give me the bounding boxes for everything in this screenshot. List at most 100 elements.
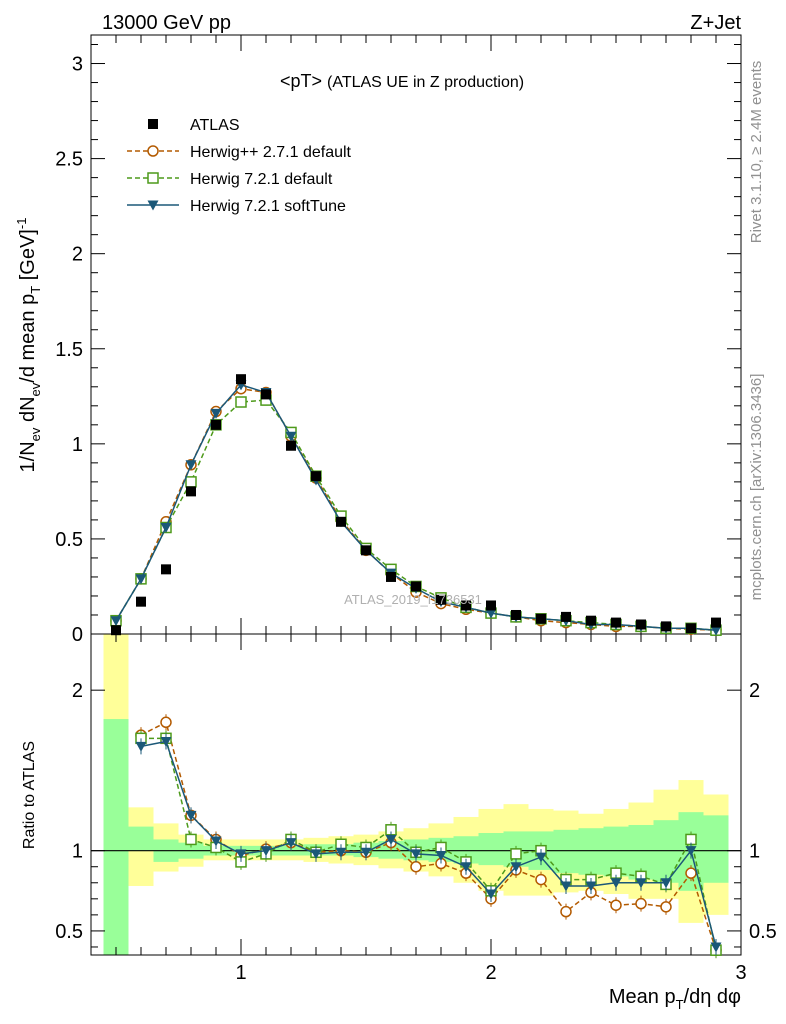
- rivet-version-text: Rivet 3.1.10, ≥ 2.4M events: [748, 61, 765, 244]
- ratio-y-tick-label: 1: [749, 841, 760, 863]
- data-point-atlas: [511, 609, 521, 620]
- svg-text:1/Nev dNev/d mean pT [GeV]-1: 1/Nev dNev/d mean pT [GeV]-1: [14, 218, 43, 473]
- ratio-point-softtune: [610, 878, 622, 889]
- ratio-point-softtune: [435, 850, 447, 861]
- data-point-atlas: [211, 419, 221, 430]
- y-tick-label: 2: [72, 244, 83, 266]
- data-point-atlas: [236, 374, 246, 385]
- ratio-point-softtune: [410, 849, 422, 860]
- data-point-atlas: [111, 625, 121, 636]
- ratio-point-softtune: [685, 846, 697, 857]
- ratio-axis-ticks: 0.5 0.5 1 1 2 2 1 2 3: [55, 634, 777, 984]
- data-point-atlas: [261, 389, 271, 400]
- main-frame-rect: [90, 34, 742, 635]
- ratio-band-inner: [578, 828, 604, 875]
- legend: ATLAS Herwig++ 2.7.1 default Herwig 7.2.1 …: [127, 117, 352, 215]
- data-point-atlas: [461, 600, 471, 611]
- y-tick-label: 3: [72, 54, 83, 76]
- ratio-point-herwigpp: [160, 716, 172, 729]
- data-point-softtune: [110, 616, 122, 627]
- ratio-point-herwigpp: [685, 867, 697, 879]
- y-tick-label: 0.5: [55, 529, 83, 551]
- ratio-point-softtune: [310, 849, 322, 860]
- x-axis-label: Mean pT/dη dφ: [609, 986, 741, 1012]
- legend-marker-herwig721: [147, 172, 159, 184]
- legend-label-atlas: ATLAS: [190, 117, 240, 134]
- ratio-uncertainty-bands: [103, 634, 729, 955]
- ratio-point-softtune: [235, 849, 247, 860]
- x-tick-label: 2: [485, 962, 496, 984]
- ratio-point-softtune: [585, 881, 597, 892]
- y-tick-label: 2.5: [55, 149, 83, 171]
- data-point-atlas: [636, 619, 646, 630]
- y-tick-label: 0: [72, 624, 83, 646]
- header-left: 13000 GeV pp: [102, 12, 231, 34]
- main-panel-frame: [90, 34, 742, 635]
- ratio-band-inner: [478, 833, 504, 866]
- ratio-point-softtune: [185, 810, 197, 821]
- ratio-point-softtune: [535, 852, 547, 863]
- ratio-point-softtune: [485, 889, 497, 900]
- ratio-point-softtune: [510, 862, 522, 873]
- legend-marker-softtune: [147, 200, 159, 211]
- data-point-herwig721: [235, 396, 247, 408]
- ratio-point-herwig721: [185, 833, 197, 846]
- y-tick-label: 1.5: [55, 339, 83, 361]
- data-point-atlas: [186, 486, 196, 497]
- legend-marker-herwigpp: [147, 145, 159, 157]
- data-point-herwig721: [185, 476, 197, 488]
- data-point-atlas: [661, 621, 671, 632]
- ratio-axis-label: Ratio to ATLAS: [21, 741, 38, 849]
- data-point-atlas: [586, 615, 596, 626]
- main-data-series: [110, 374, 722, 636]
- data-point-atlas: [136, 596, 146, 607]
- legend-label-herwigpp: Herwig++ 2.7.1 default: [190, 144, 352, 161]
- y-tick-label: 1: [72, 434, 83, 456]
- plot-subtitle: (ATLAS UE in Z production): [327, 74, 524, 91]
- ratio-point-herwig721: [510, 848, 522, 860]
- ratio-point-herwigpp: [660, 901, 672, 913]
- header-right: Z+Jet: [690, 12, 741, 34]
- legend-marker-atlas: [148, 119, 158, 129]
- ratio-point-softtune: [160, 737, 172, 748]
- ratio-point-softtune: [385, 834, 397, 845]
- data-point-atlas: [611, 617, 621, 628]
- data-point-atlas: [411, 581, 421, 592]
- data-point-atlas: [536, 613, 546, 624]
- data-point-atlas: [386, 571, 396, 582]
- ratio-point-herwigpp: [560, 905, 572, 918]
- data-point-atlas: [711, 617, 721, 628]
- svg-text:Mean pT/dη dφ: Mean pT/dη dφ: [609, 986, 741, 1012]
- legend-label-herwig721: Herwig 7.2.1 default: [190, 171, 333, 188]
- ratio-point-softtune: [635, 878, 647, 889]
- data-point-atlas: [361, 545, 371, 556]
- data-point-atlas: [686, 623, 696, 634]
- ratio-point-softtune: [660, 878, 672, 889]
- ratio-y-tick-label: 2: [72, 680, 83, 702]
- ratio-point-softtune: [460, 862, 472, 873]
- data-point-softtune: [185, 460, 197, 471]
- data-point-softtune: [135, 574, 147, 585]
- ratio-band-inner: [703, 815, 729, 883]
- data-point-atlas: [311, 471, 321, 482]
- data-point-softtune: [710, 625, 722, 636]
- watermark: ATLAS_2019_I1736531: [344, 592, 482, 607]
- data-point-softtune: [485, 608, 497, 619]
- ratio-point-herwigpp: [610, 899, 622, 911]
- ratio-band-inner: [653, 820, 679, 883]
- ratio-point-softtune: [135, 741, 147, 752]
- ratio-point-softtune: [260, 846, 272, 857]
- ratio-point-herwigpp: [635, 897, 647, 910]
- ratio-band-inner: [128, 826, 154, 851]
- data-point-atlas: [286, 440, 296, 451]
- data-point-softtune: [285, 431, 297, 442]
- ratio-point-softtune: [335, 847, 347, 858]
- data-point-atlas: [561, 611, 571, 622]
- legend-label-softtune: Herwig 7.2.1 softTune: [190, 198, 346, 215]
- ratio-data-series: [135, 714, 722, 959]
- ratio-point-softtune: [560, 881, 572, 892]
- ratio-point-softtune: [285, 838, 297, 849]
- y-axis-label: 1/Nev dNev/d mean pT [GeV]-1: [14, 218, 43, 473]
- x-tick-label: 1: [235, 962, 246, 984]
